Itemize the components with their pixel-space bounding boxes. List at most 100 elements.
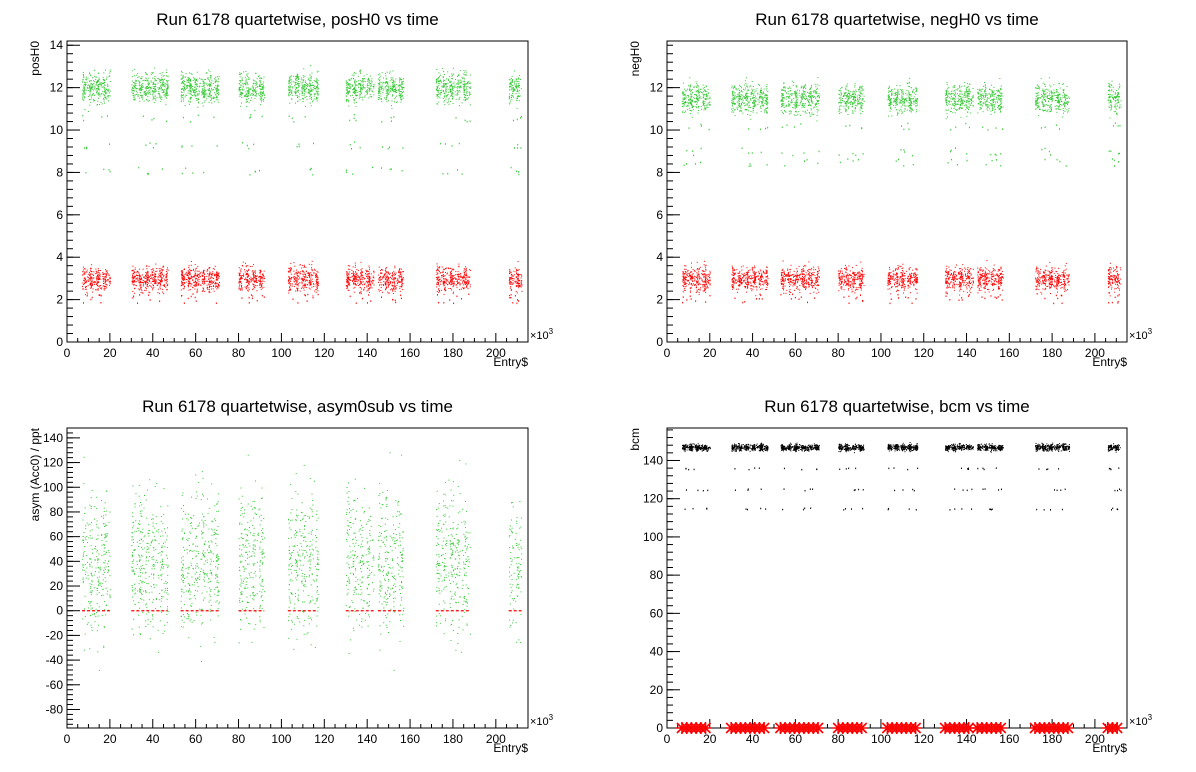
point: [441, 266, 443, 268]
point: [378, 83, 380, 85]
point: [162, 291, 164, 293]
point: [461, 80, 463, 82]
point: [445, 90, 447, 92]
point: [383, 277, 385, 279]
point: [451, 273, 453, 275]
point: [152, 90, 154, 92]
point: [190, 86, 192, 88]
point: [240, 285, 242, 287]
point: [469, 276, 471, 278]
point: [449, 95, 451, 97]
point: [167, 269, 169, 271]
point: [392, 87, 394, 89]
point: [400, 101, 402, 103]
point: [132, 291, 134, 293]
point: [153, 273, 155, 275]
point: [151, 77, 153, 79]
point: [360, 261, 362, 263]
point: [436, 82, 438, 84]
point: [252, 85, 254, 87]
point: [350, 78, 352, 80]
point: [90, 284, 92, 286]
point: [244, 95, 246, 97]
point: [96, 283, 98, 285]
point: [104, 280, 106, 282]
point: [353, 75, 355, 77]
point: [241, 289, 243, 291]
point: [82, 284, 84, 286]
point: [348, 278, 350, 280]
point: [160, 271, 162, 273]
point: [159, 269, 161, 271]
series-1: [82, 65, 523, 176]
point: [380, 277, 382, 279]
point: [314, 290, 316, 292]
point: [132, 269, 134, 271]
point: [316, 80, 318, 82]
point: [264, 277, 266, 279]
point: [243, 273, 245, 275]
point: [166, 267, 168, 269]
point: [242, 86, 244, 88]
point: [438, 278, 440, 280]
point: [218, 277, 220, 279]
point: [349, 143, 351, 146]
point: [509, 93, 511, 95]
point: [303, 87, 305, 89]
point: [371, 96, 373, 98]
point: [363, 78, 365, 80]
point: [82, 285, 84, 287]
point: [96, 90, 98, 92]
point: [87, 285, 89, 287]
point: [454, 277, 456, 279]
point: [95, 268, 97, 270]
point: [387, 282, 389, 284]
point: [155, 91, 157, 93]
point: [380, 287, 382, 289]
point: [247, 280, 249, 282]
point: [195, 79, 197, 81]
point: [443, 92, 445, 94]
point: [201, 290, 203, 292]
point: [97, 81, 99, 83]
point: [217, 90, 219, 92]
point: [202, 287, 204, 289]
point: [379, 276, 381, 278]
point: [509, 102, 511, 104]
point: [298, 271, 300, 273]
point: [104, 278, 106, 280]
point: [91, 279, 93, 281]
point: [509, 83, 511, 85]
point: [89, 269, 91, 271]
point: [347, 285, 349, 287]
point: [364, 282, 366, 284]
point: [307, 272, 309, 274]
point: [84, 90, 86, 92]
point: [386, 81, 388, 83]
point: [452, 86, 454, 88]
point: [309, 280, 311, 282]
point: [167, 94, 169, 96]
point: [290, 82, 292, 84]
point: [85, 84, 87, 86]
point: [249, 94, 251, 96]
point: [147, 84, 149, 86]
point: [316, 281, 318, 283]
point: [148, 276, 150, 278]
point: [217, 91, 219, 93]
point: [208, 276, 210, 278]
point: [351, 273, 353, 275]
point: [369, 83, 371, 85]
point: [384, 289, 386, 291]
point: [384, 86, 386, 88]
point: [389, 168, 391, 171]
point: [87, 84, 89, 86]
point: [385, 88, 387, 90]
point: [164, 278, 166, 280]
point: [155, 90, 157, 92]
point: [163, 91, 165, 93]
point: [312, 84, 314, 86]
point: [194, 86, 196, 88]
point: [466, 283, 468, 285]
point: [357, 276, 359, 278]
